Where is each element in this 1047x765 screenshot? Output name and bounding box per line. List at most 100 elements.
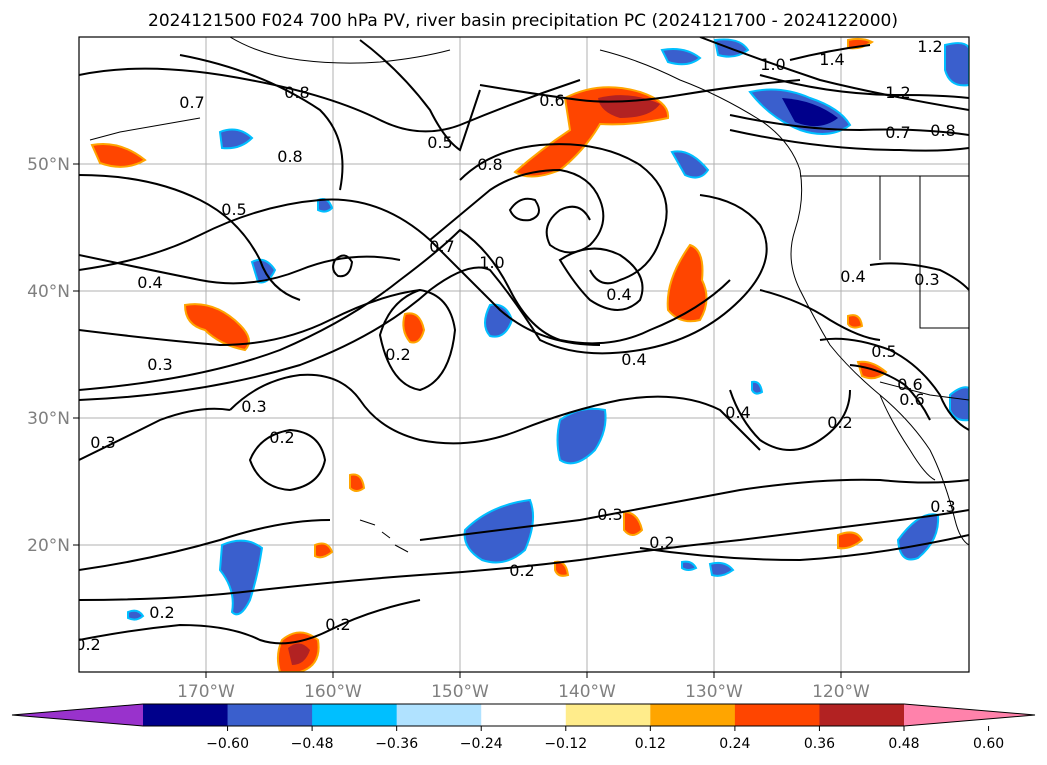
contour-label: 0.2 — [75, 635, 100, 654]
contour-label: 0.3 — [914, 270, 939, 289]
coast-baja — [879, 394, 936, 481]
precip-neg-hawaii-east — [556, 407, 607, 465]
precip-pos-california-offshore — [666, 243, 708, 323]
contour-0.4-east2 — [759, 289, 881, 341]
precip-pos-mid — [402, 312, 426, 344]
contour-label: 0.7 — [885, 123, 910, 142]
colorbar-tick-label: 0.48 — [888, 736, 919, 752]
colorbar-segment — [565, 704, 651, 726]
contour-label: 1.0 — [479, 253, 504, 272]
colorbar-tick-label: 0.60 — [973, 736, 1004, 752]
precip-neg-south3 — [896, 513, 940, 561]
contour-label: 0.7 — [179, 93, 204, 112]
precip-neg-north2 — [944, 42, 969, 87]
contour-1.4-ne — [789, 44, 871, 61]
colorbar-tick-label: 0.12 — [635, 736, 666, 752]
precip-pos-small3 — [847, 314, 864, 329]
contour-label: 0.3 — [930, 497, 955, 516]
precip-neg-n4 — [218, 128, 254, 150]
lat-tick-label: 50°N — [27, 155, 70, 175]
lon-tick-label: 150°W — [431, 682, 489, 702]
contour-label: 0.5 — [871, 342, 896, 361]
precip-neg-n5 — [670, 150, 710, 179]
map-title: 2024121500 F024 700 hPa PV, river basin … — [148, 11, 898, 31]
colorbar-tick-label: −0.24 — [460, 736, 503, 752]
lon-tick-label: 170°W — [177, 682, 235, 702]
contour-label: 0.7 — [429, 237, 454, 256]
precip-neg-small1 — [708, 561, 735, 577]
contour-label: 0.3 — [597, 505, 622, 524]
coast-north-america — [790, 169, 969, 546]
colorbar-segment — [396, 704, 482, 726]
precip-neg-mid — [484, 303, 514, 338]
contour-label: 1.4 — [819, 50, 844, 69]
contour-label: 0.8 — [930, 121, 955, 140]
colorbar-extend-low — [12, 704, 143, 726]
colorbar-segment — [227, 704, 313, 726]
lon-tick-labels: 170°W 160°W 150°W 140°W 130°W 120°W — [177, 672, 870, 702]
border-us-mexico — [879, 381, 969, 401]
lon-tick-label: 130°W — [685, 682, 743, 702]
precip-neg-small5 — [751, 380, 764, 395]
contour-0.5-east — [819, 337, 969, 431]
contour-0.4-east — [729, 389, 851, 451]
precip-pos-west2 — [183, 303, 250, 352]
contour-0.2-sw — [79, 519, 331, 571]
contour-0.5-north — [359, 39, 481, 152]
colorbar-segment — [312, 704, 398, 726]
colorbar-extend-high — [904, 704, 1035, 726]
contour-label: 0.6 — [899, 390, 924, 409]
contour-label: 0.8 — [277, 147, 302, 166]
colorbar-tick-label: −0.12 — [544, 736, 587, 752]
contour-0.7-ne — [729, 114, 969, 136]
precip-pos-west — [90, 143, 147, 168]
contour-0.7-north — [79, 67, 581, 133]
lat-tick-labels: 50°N 40°N 30°N 20°N — [27, 155, 79, 556]
contour-small-west — [332, 254, 354, 278]
lat-tick-label: 30°N — [27, 409, 70, 429]
precip-neg-gulf-core — [782, 98, 838, 127]
colorbar-outline — [11, 703, 1036, 727]
contour-1.0-loop — [429, 168, 605, 254]
contour-0.6-east — [849, 364, 931, 421]
colorbar-tick-label: 0.24 — [719, 736, 750, 752]
contour-label: 0.4 — [621, 350, 646, 369]
lat-tick-label: 40°N — [27, 282, 70, 302]
contour-0.2-sw2 — [79, 599, 421, 645]
contour-0.2-center — [378, 288, 457, 392]
precip-neg-south1 — [463, 498, 535, 564]
contour-0.4-center — [558, 247, 644, 311]
lon-tick-label: 140°W — [558, 682, 616, 702]
colorbar-segment — [734, 704, 820, 726]
contour-0.3-mid — [229, 373, 761, 451]
contour-labels: 0.7 0.8 0.8 0.5 0.6 1.0 1.4 1.2 1.2 0.7 … — [75, 37, 956, 654]
contour-jet-1 — [79, 228, 731, 391]
contour-jet-3 — [79, 198, 601, 346]
contour-0.2-mid — [248, 428, 327, 492]
pv-contours — [79, 37, 969, 645]
contour-label: 0.2 — [269, 428, 294, 447]
colorbar-segment — [481, 704, 567, 726]
contour-label: 0.5 — [427, 133, 452, 152]
contour-0.3-east — [869, 262, 969, 291]
contour-0.3-west — [79, 289, 421, 347]
contour-label: 0.2 — [649, 533, 674, 552]
contour-jet-2 — [79, 194, 768, 401]
coast-aleutians — [89, 117, 201, 141]
precip-pos-small2 — [314, 542, 334, 559]
contour-0.8-ne — [729, 129, 969, 152]
precip-neg-south2 — [218, 539, 264, 616]
map-content: 0.7 0.8 0.8 0.5 0.6 1.0 1.4 1.2 1.2 0.7 … — [75, 37, 969, 672]
precip-neg-small3 — [127, 609, 145, 621]
contour-label: 0.2 — [325, 615, 350, 634]
precip-pos-south3 — [837, 531, 864, 550]
contour-0.3-south — [419, 478, 969, 541]
colorbar-segment — [819, 704, 905, 726]
contour-label: 0.4 — [840, 267, 865, 286]
lon-tick-label: 120°W — [812, 682, 870, 702]
contour-label: 0.3 — [90, 433, 115, 452]
map-frame — [78, 36, 970, 673]
precip-shading — [90, 37, 969, 672]
contour-label: 0.3 — [241, 397, 266, 416]
